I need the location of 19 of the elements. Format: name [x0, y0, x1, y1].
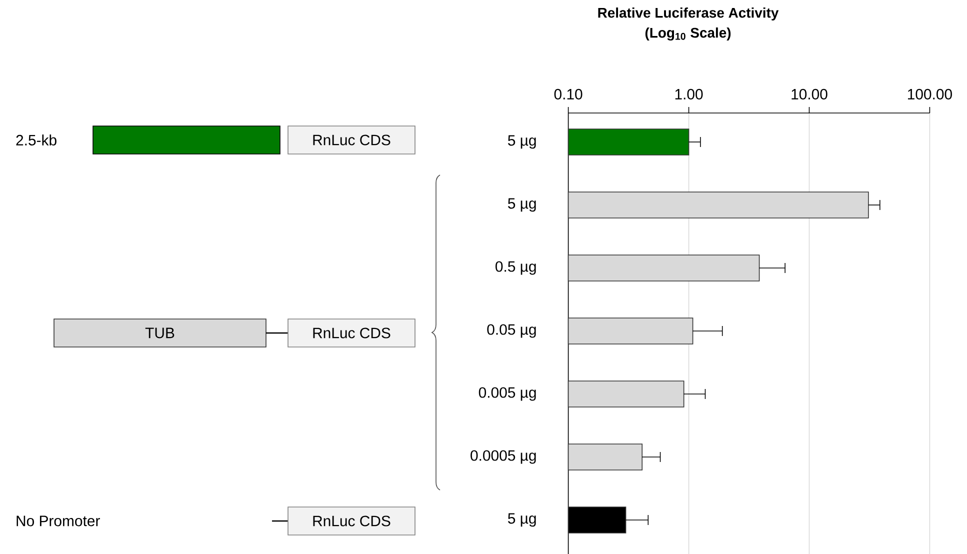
x-tick-label: 1.00 — [675, 88, 703, 100]
x-tick-label: 10.00 — [792, 88, 828, 100]
y-tick-label: 0.005 µg — [478, 387, 536, 401]
x-tick-label: 0.10 — [554, 88, 582, 100]
y-tick-label: 5 µg — [508, 513, 536, 527]
y-tick-label: 5 µg — [508, 135, 536, 149]
y-tick-label: 0.05 µg — [487, 324, 536, 338]
text: RnLuc CDS — [313, 134, 390, 146]
text: No Promoter — [16, 516, 100, 526]
y-tick-label: 5 µg — [508, 198, 536, 212]
text: RnLuc CDS — [313, 328, 390, 338]
y-tick-label: 0.0005 µg — [470, 450, 536, 464]
chart-title: Relative Luciferase Activity — [598, 7, 779, 20]
text: RnLuc CDS — [313, 516, 390, 526]
text: TUB — [145, 328, 174, 338]
y-tick-label: 0.5 µg — [496, 261, 536, 275]
text: (Log$_{10}$ Scale) — [645, 27, 731, 41]
x-tick-label: 100.00 — [908, 88, 952, 100]
text: 2.5-kb — [16, 134, 56, 146]
